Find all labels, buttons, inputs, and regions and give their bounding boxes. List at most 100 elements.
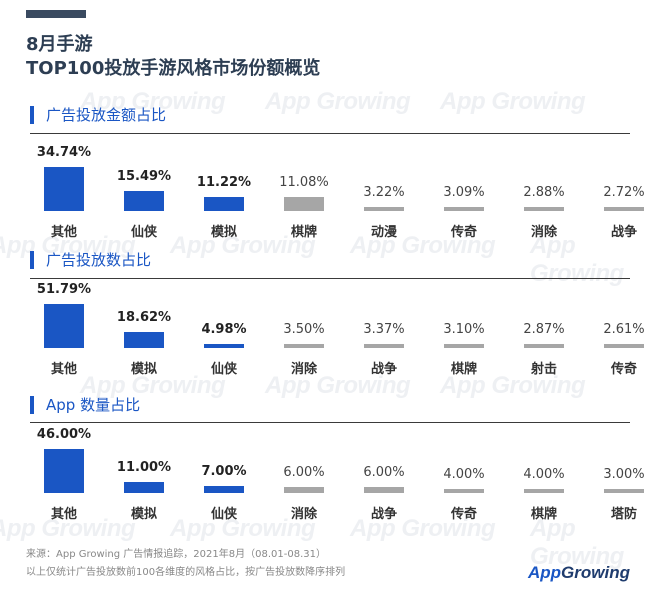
watermark: App Growing [265, 88, 411, 115]
source-note: 来源：App Growing 广告情报追踪，2021年8月（08.01-08.3… [26, 549, 326, 560]
bar [204, 197, 244, 211]
section-title-spend: 广告投放金额占比 [30, 106, 166, 124]
category-label: 传奇 [450, 507, 477, 522]
bar [204, 344, 244, 348]
bar-column: 3.09% 传奇 [426, 145, 502, 265]
section-title-apps: App 数量占比 [30, 396, 140, 414]
bar-column: 34.74% 其他 [26, 145, 102, 265]
title-accent-bar [26, 10, 86, 18]
bar-column: 18.62% 模拟 [106, 282, 182, 402]
data-label: 4.98% [201, 322, 247, 337]
logo-text-app: App [528, 563, 562, 582]
app-growing-logo: AppGrowing [528, 563, 630, 583]
bar [444, 344, 484, 348]
bar-column: 2.72% 战争 [586, 145, 660, 265]
bar-column: 3.10% 棋牌 [426, 282, 502, 402]
bar [604, 489, 644, 493]
category-label: 射击 [530, 362, 557, 377]
bar-column: 11.08% 棋牌 [266, 145, 342, 265]
category-label: 模拟 [130, 362, 157, 377]
bar-column: 46.00% 其他 [26, 427, 102, 547]
bar-column: 4.00% 传奇 [426, 427, 502, 547]
category-label: 其他 [50, 225, 77, 240]
bar-column: 15.49% 仙侠 [106, 145, 182, 265]
bar-column: 3.00% 塔防 [586, 427, 660, 547]
category-label: 棋牌 [530, 507, 557, 522]
bar-column: 3.22% 动漫 [346, 145, 422, 265]
category-label: 棋牌 [290, 225, 317, 240]
category-label: 动漫 [370, 225, 397, 240]
category-label: 消除 [290, 362, 317, 377]
bar [364, 207, 404, 211]
data-label: 3.10% [443, 322, 485, 337]
bar [444, 489, 484, 493]
data-label: 2.87% [523, 322, 565, 337]
category-label: 仙侠 [210, 362, 237, 377]
bar-column: 3.37% 战争 [346, 282, 422, 402]
section-title-count: 广告投放数占比 [30, 251, 151, 269]
data-label: 7.00% [201, 464, 247, 479]
bar [124, 332, 164, 348]
bar-column: 4.00% 棋牌 [506, 427, 582, 547]
bar [204, 486, 244, 493]
page-title-line1: 8月手游 [26, 34, 93, 55]
section-divider [30, 422, 630, 423]
category-label: 消除 [530, 225, 557, 240]
bar-column: 2.88% 消除 [506, 145, 582, 265]
page-title-line2: TOP100投放手游风格市场份额概览 [26, 58, 321, 79]
bar [124, 482, 164, 493]
category-label: 战争 [610, 225, 637, 240]
data-label: 3.50% [283, 322, 325, 337]
section-divider [30, 133, 630, 134]
bar [524, 489, 564, 493]
category-label: 塔防 [610, 507, 637, 522]
bar-column: 2.87% 射击 [506, 282, 582, 402]
data-label: 3.00% [603, 467, 645, 482]
data-label: 11.00% [116, 460, 172, 475]
bar-column: 4.98% 仙侠 [186, 282, 262, 402]
bar [364, 344, 404, 348]
category-label: 传奇 [610, 362, 637, 377]
data-label: 46.00% [36, 427, 92, 442]
data-label: 6.00% [363, 465, 405, 480]
data-label: 34.74% [36, 145, 92, 160]
category-label: 战争 [370, 507, 397, 522]
data-label: 4.00% [523, 467, 565, 482]
category-label: 战争 [370, 362, 397, 377]
data-label: 2.72% [603, 185, 645, 200]
bar-column: 2.61% 传奇 [586, 282, 660, 402]
bar [524, 344, 564, 348]
bar [284, 197, 324, 211]
section-divider [30, 278, 630, 279]
logo-text-growing: Growing [561, 563, 630, 582]
bar [604, 207, 644, 211]
bar-column: 11.00% 模拟 [106, 427, 182, 547]
bar [524, 207, 564, 211]
data-label: 11.22% [196, 175, 252, 190]
data-label: 11.08% [279, 175, 329, 190]
category-label: 其他 [50, 362, 77, 377]
category-label: 模拟 [130, 507, 157, 522]
bar [44, 449, 84, 493]
data-label: 2.61% [603, 322, 645, 337]
bar-column: 6.00% 战争 [346, 427, 422, 547]
watermark: App Growing [440, 88, 586, 115]
bar-column: 6.00% 消除 [266, 427, 342, 547]
bar [44, 304, 84, 348]
bar [364, 487, 404, 493]
category-label: 传奇 [450, 225, 477, 240]
bar-column: 3.50% 消除 [266, 282, 342, 402]
category-label: 棋牌 [450, 362, 477, 377]
bar-column: 7.00% 仙侠 [186, 427, 262, 547]
category-label: 模拟 [210, 225, 237, 240]
data-label: 3.37% [363, 322, 405, 337]
bar [44, 167, 84, 211]
bar [444, 207, 484, 211]
data-label: 2.88% [523, 185, 565, 200]
bar-column: 51.79% 其他 [26, 282, 102, 402]
category-label: 其他 [50, 507, 77, 522]
bar [284, 487, 324, 493]
category-label: 仙侠 [130, 225, 157, 240]
data-label: 3.22% [363, 185, 405, 200]
bar [124, 191, 164, 211]
